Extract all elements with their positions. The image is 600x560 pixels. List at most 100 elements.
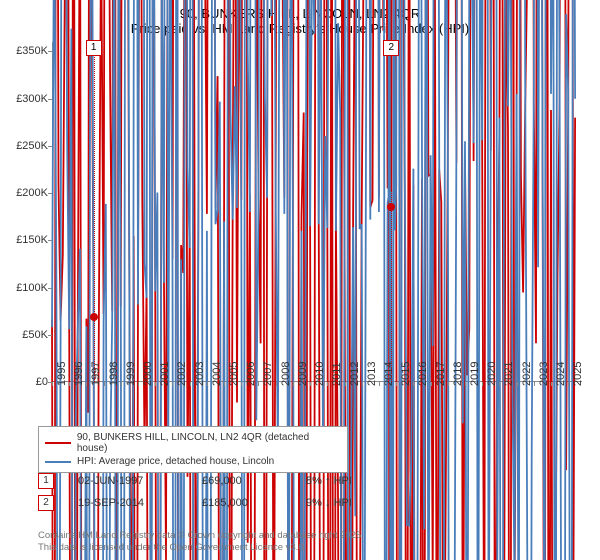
x-axis-label: 2019	[469, 362, 481, 386]
annotation-date: 19-SEP-2014	[78, 497, 178, 509]
legend-item: HPI: Average price, detached house, Linc…	[45, 455, 341, 468]
x-axis-label: 2013	[366, 362, 378, 386]
annotation-row: 1 02-JUN-1997 £69,000 8% ↑ HPI	[38, 470, 386, 492]
x-tick	[241, 382, 242, 386]
x-axis-label: 2014	[383, 362, 395, 386]
x-tick	[482, 382, 483, 386]
x-tick	[172, 382, 173, 386]
y-axis-label: £0	[36, 376, 48, 388]
x-axis-label: 1997	[90, 362, 102, 386]
annotation-date: 02-JUN-1997	[78, 475, 178, 487]
x-axis-label: 2017	[435, 362, 447, 386]
x-axis-label: 2000	[142, 362, 154, 386]
x-tick	[155, 382, 156, 386]
x-axis-label: 2016	[417, 362, 429, 386]
x-tick	[568, 382, 569, 386]
x-tick	[258, 382, 259, 386]
x-axis-label: 2025	[572, 362, 584, 386]
annotation-diff: 8% ↑ HPI	[306, 475, 386, 487]
x-tick	[362, 382, 363, 386]
y-tick	[48, 51, 52, 52]
x-axis-label: 2024	[555, 362, 567, 386]
x-tick	[121, 382, 122, 386]
x-axis-label: 2021	[503, 362, 515, 386]
y-axis-label: £200K	[16, 187, 48, 199]
legend-item: 90, BUNKERS HILL, LINCOLN, LN2 4QR (deta…	[45, 431, 341, 455]
y-tick	[48, 146, 52, 147]
legend-label: HPI: Average price, detached house, Linc…	[77, 456, 274, 467]
x-tick	[327, 382, 328, 386]
x-axis-label: 2007	[262, 362, 274, 386]
x-axis-label: 2003	[194, 362, 206, 386]
plot-area: £0£50K£100K£150K£200K£250K£300K£350K1995…	[52, 42, 582, 382]
annotation-marker: 1	[38, 473, 54, 489]
x-tick	[517, 382, 518, 386]
annotation-diff: 9% ↓ HPI	[306, 497, 386, 509]
y-axis-label: £300K	[16, 93, 48, 105]
x-axis-label: 1998	[108, 362, 120, 386]
sale-vline	[391, 42, 392, 382]
sale-vline	[94, 42, 95, 382]
x-tick	[431, 382, 432, 386]
x-tick	[276, 382, 277, 386]
y-tick	[48, 288, 52, 289]
annotation-row: 219-SEP-2014£185,0009% ↓ HPI	[38, 492, 386, 514]
y-axis-label: £50K	[22, 329, 48, 341]
y-axis-label: £100K	[16, 282, 48, 294]
x-axis-label: 2008	[280, 362, 292, 386]
x-tick	[104, 382, 105, 386]
x-axis-label: 2006	[245, 362, 257, 386]
x-tick	[207, 382, 208, 386]
x-axis-label: 2012	[349, 362, 361, 386]
x-tick	[465, 382, 466, 386]
sale-point	[387, 203, 395, 211]
x-axis-label: 2018	[452, 362, 464, 386]
x-axis-label: 2015	[400, 362, 412, 386]
x-tick	[224, 382, 225, 386]
y-tick	[48, 99, 52, 100]
x-axis-label: 2010	[314, 362, 326, 386]
x-tick	[499, 382, 500, 386]
y-tick	[48, 335, 52, 336]
x-tick	[396, 382, 397, 386]
x-tick	[293, 382, 294, 386]
x-tick	[551, 382, 552, 386]
x-tick	[138, 382, 139, 386]
y-tick	[48, 240, 52, 241]
x-axis-label: 2004	[211, 362, 223, 386]
x-tick	[345, 382, 346, 386]
x-axis-label: 2022	[521, 362, 533, 386]
x-tick	[413, 382, 414, 386]
x-axis-label: 2020	[486, 362, 498, 386]
footer-note: Contains HM Land Registry data © Crown c…	[38, 530, 364, 554]
x-tick	[190, 382, 191, 386]
x-tick	[69, 382, 70, 386]
x-axis-label: 1996	[73, 362, 85, 386]
x-tick	[52, 382, 53, 386]
x-tick	[534, 382, 535, 386]
chart-container: 90, BUNKERS HILL, LINCOLN, LN2 4QR Price…	[0, 0, 600, 560]
x-axis-label: 2023	[538, 362, 550, 386]
legend-swatch	[45, 442, 71, 444]
x-axis-label: 1995	[56, 362, 68, 386]
legend: 90, BUNKERS HILL, LINCOLN, LN2 4QR (deta…	[38, 426, 348, 473]
x-axis-label: 2009	[297, 362, 309, 386]
chart-lines	[52, 42, 582, 382]
x-tick	[86, 382, 87, 386]
x-axis-label: 1999	[125, 362, 137, 386]
x-tick	[379, 382, 380, 386]
x-axis-label: 2011	[331, 362, 343, 386]
annotation-price: £69,000	[202, 475, 282, 487]
annotation-marker: 2	[38, 495, 54, 511]
x-axis-label: 2002	[176, 362, 188, 386]
footer-line2: This data is licensed under the Open Gov…	[38, 542, 364, 554]
sale-point	[90, 313, 98, 321]
legend-swatch	[45, 461, 71, 463]
sale-annotations: 1 02-JUN-1997 £69,000 8% ↑ HPI 2 19-SEP-2014 £…	[38, 470, 386, 514]
y-axis-label: £150K	[16, 234, 48, 246]
legend-label: 90, BUNKERS HILL, LINCOLN, LN2 4QR (deta…	[77, 432, 341, 454]
x-axis-label: 2001	[159, 362, 171, 386]
sale-marker-box: 2	[383, 40, 399, 56]
x-tick	[448, 382, 449, 386]
y-tick	[48, 193, 52, 194]
